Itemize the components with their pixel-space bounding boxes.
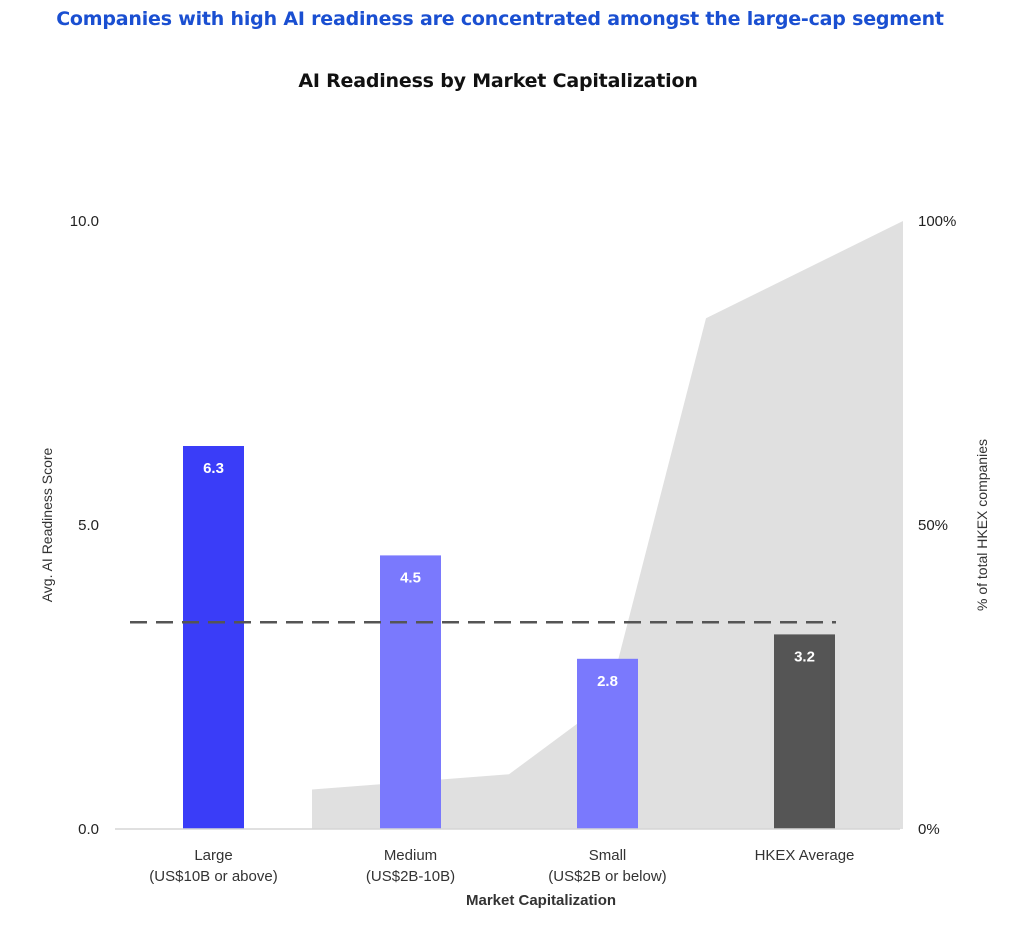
- y2-axis-title: % of total HKEX companies: [974, 439, 990, 611]
- data-label: 6.3: [203, 460, 224, 477]
- bar: [380, 555, 441, 829]
- x-tick-label: Large: [194, 847, 232, 864]
- y2-tick-label: 0%: [918, 821, 940, 838]
- y-tick-label: 5.0: [78, 517, 99, 534]
- chart-title: AI Readiness by Market Capitalization: [298, 70, 698, 92]
- x-tick-label: (US$10B or above): [149, 868, 277, 885]
- x-tick-label: Medium: [384, 847, 437, 864]
- data-label: 3.2: [794, 648, 815, 665]
- share-area: [312, 221, 903, 829]
- y-tick-label: 0.0: [78, 821, 99, 838]
- x-axis-title: Market Capitalization: [466, 892, 616, 909]
- bar: [183, 446, 244, 829]
- y-axis-title: Avg. AI Readiness Score: [39, 447, 55, 602]
- bar: [577, 658, 638, 829]
- headline: Companies with high AI readiness are con…: [56, 8, 944, 30]
- x-tick-label: HKEX Average: [755, 847, 855, 864]
- y2-tick-label: 50%: [918, 517, 948, 534]
- data-label: 2.8: [597, 673, 618, 690]
- x-tick-label: (US$2B-10B): [366, 868, 455, 885]
- x-tick-label: Small: [589, 847, 627, 864]
- x-tick-label: (US$2B or below): [548, 868, 666, 885]
- bar: [774, 634, 835, 829]
- data-label: 4.5: [400, 569, 421, 586]
- y2-tick-label: 100%: [918, 213, 956, 230]
- y-tick-label: 10.0: [70, 213, 99, 230]
